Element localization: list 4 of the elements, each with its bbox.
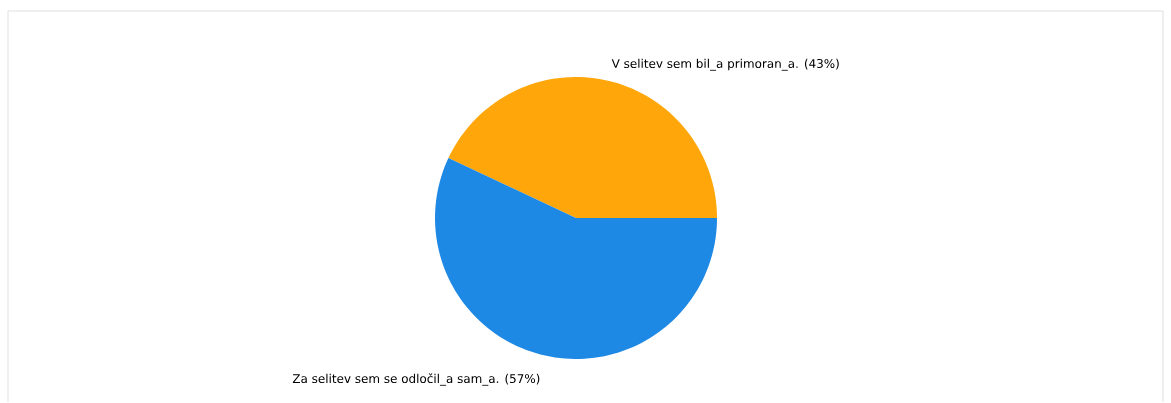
data-label: (43%) <box>804 59 839 70</box>
slice-label: V selitev sem bil_a primoran_a. <box>611 59 798 71</box>
slice-label: Za selitev sem se odločil_a sam_a. <box>292 373 499 386</box>
data-label: (57%) <box>505 374 540 385</box>
